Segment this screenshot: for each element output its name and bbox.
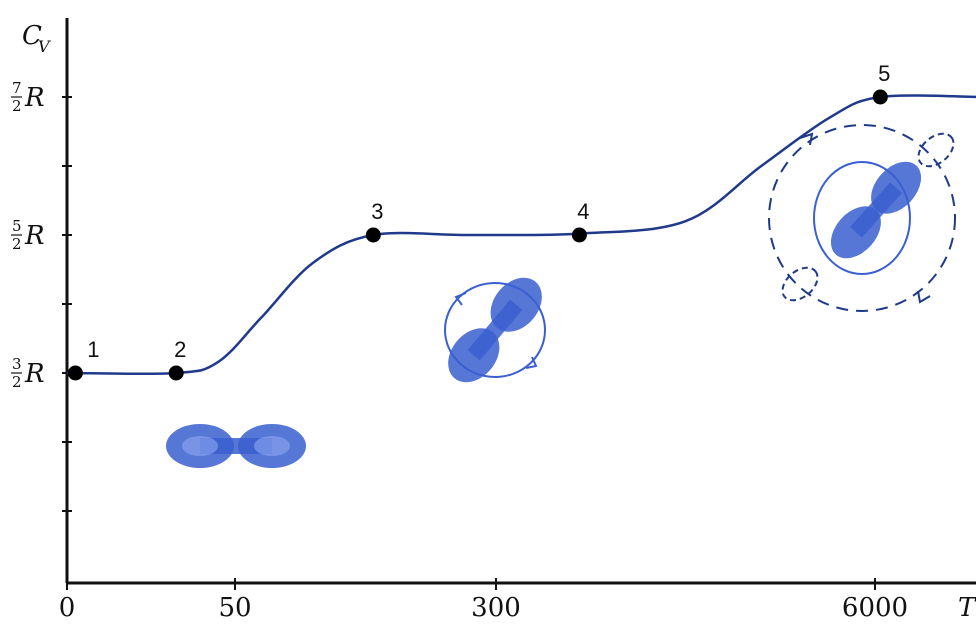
y-ticks: 32 R52 R72 R — [11, 79, 72, 512]
y-tick-numerator: 3 — [12, 355, 22, 373]
x-tick-label: 50 — [218, 593, 251, 620]
y-tick-denominator: 2 — [12, 235, 22, 253]
y-tick-numerator: 7 — [12, 79, 22, 97]
data-point-label: 4 — [577, 199, 589, 224]
x-tick-label: 6000 — [842, 593, 908, 620]
x-ticks: 0 50 300 6000 — [59, 578, 908, 623]
data-point — [571, 227, 587, 243]
y-tick-denominator: 2 — [12, 373, 22, 391]
data-point — [67, 365, 83, 381]
molecule-rotation-illustration — [444, 277, 546, 383]
y-tick-symbol: R — [24, 221, 45, 251]
data-point-label: 2 — [174, 337, 186, 362]
heat-capacity-curve — [66, 94, 976, 376]
y-tick-symbol: R — [24, 83, 45, 113]
y-axis-title-subscript: V — [38, 37, 51, 56]
y-tick-label: 32 R — [11, 355, 45, 391]
x-axis-title: T — [958, 593, 976, 620]
data-point — [365, 227, 381, 243]
y-tick-label: 52 R — [11, 217, 45, 253]
y-axis-title: C — [22, 21, 42, 51]
data-point-label: 1 — [87, 337, 99, 362]
molecule-translation-illustration — [166, 424, 306, 468]
points-layer: 1 2 3 4 5 — [67, 61, 890, 381]
data-point — [872, 89, 888, 105]
data-point-label: 5 — [878, 61, 890, 86]
y-tick-denominator: 2 — [12, 97, 22, 115]
x-tick-label: 0 — [59, 593, 76, 620]
data-point — [168, 365, 184, 381]
y-tick-symbol: R — [24, 359, 45, 389]
y-tick-label: 72 R — [11, 79, 45, 115]
molecule-vibration-illustration — [768, 124, 956, 312]
curve-layer — [66, 94, 976, 376]
x-tick-label: 300 — [471, 593, 521, 620]
y-tick-numerator: 5 — [12, 217, 22, 235]
data-point-label: 3 — [371, 199, 383, 224]
